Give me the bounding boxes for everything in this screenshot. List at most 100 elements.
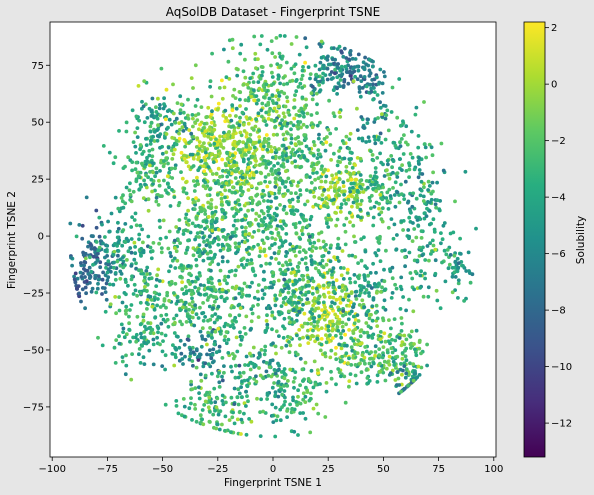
data-point	[303, 256, 308, 260]
data-point	[208, 262, 213, 266]
data-point	[354, 177, 359, 182]
data-point	[250, 267, 255, 272]
data-point	[356, 214, 360, 219]
data-point	[348, 372, 353, 376]
data-point	[337, 370, 342, 375]
data-point	[408, 334, 413, 339]
data-point	[275, 62, 280, 66]
data-point	[288, 242, 293, 247]
data-point	[359, 215, 363, 220]
data-point	[393, 282, 397, 287]
data-point	[333, 71, 337, 76]
data-point	[422, 142, 427, 147]
data-point	[139, 331, 143, 336]
data-point	[380, 91, 385, 95]
data-point	[144, 269, 149, 273]
data-point	[353, 280, 358, 285]
data-point	[168, 264, 173, 269]
data-point	[198, 352, 203, 357]
data-point	[142, 330, 147, 334]
data-point	[264, 82, 269, 87]
data-point	[416, 145, 421, 150]
data-point	[274, 94, 278, 99]
data-point	[413, 371, 418, 376]
data-point	[328, 333, 332, 338]
data-point	[373, 350, 378, 354]
data-point	[243, 232, 248, 237]
data-point	[416, 364, 421, 369]
data-point	[408, 271, 413, 275]
data-point	[227, 188, 232, 193]
data-point	[241, 83, 246, 87]
data-point	[251, 88, 256, 93]
data-point	[224, 75, 229, 80]
data-point	[175, 299, 180, 304]
data-point	[248, 138, 253, 142]
data-point	[89, 289, 94, 294]
data-point	[172, 331, 177, 335]
data-point	[203, 393, 208, 397]
data-point	[267, 112, 271, 117]
data-point	[284, 282, 288, 287]
data-point	[285, 81, 290, 86]
data-point	[291, 282, 296, 287]
data-point	[231, 142, 236, 147]
data-point	[273, 371, 278, 376]
data-point	[135, 314, 140, 319]
data-point	[387, 354, 392, 359]
data-point	[191, 164, 196, 168]
data-point	[375, 156, 380, 160]
data-point	[319, 326, 324, 330]
data-point	[380, 112, 384, 116]
data-point	[338, 115, 343, 119]
data-point	[91, 262, 95, 267]
data-point	[274, 297, 279, 301]
data-point	[385, 108, 390, 113]
data-point	[293, 370, 298, 374]
data-point	[130, 215, 135, 220]
data-point	[304, 45, 309, 50]
data-point	[339, 266, 343, 270]
data-point	[141, 240, 145, 245]
data-point	[117, 308, 122, 313]
data-point	[212, 141, 217, 146]
data-point	[150, 249, 155, 254]
data-point	[373, 353, 377, 358]
data-point	[324, 262, 329, 267]
data-point	[329, 348, 334, 353]
data-point	[399, 362, 403, 366]
data-point	[281, 207, 286, 212]
data-point	[400, 163, 404, 168]
data-point	[239, 169, 244, 174]
data-point	[224, 181, 229, 186]
data-point	[180, 280, 185, 284]
data-point	[273, 185, 278, 189]
data-point	[374, 189, 378, 194]
data-point	[354, 381, 359, 386]
data-point	[314, 72, 319, 77]
data-point	[126, 249, 131, 254]
data-point	[260, 296, 265, 301]
data-point	[231, 410, 236, 415]
data-point	[294, 208, 298, 213]
data-point	[300, 367, 305, 372]
data-point	[336, 62, 340, 66]
data-point	[254, 379, 259, 384]
data-point	[161, 339, 165, 343]
data-point	[179, 150, 184, 155]
data-point	[94, 240, 99, 244]
data-point	[339, 205, 343, 210]
data-point	[284, 343, 289, 348]
data-point	[298, 165, 302, 170]
data-point	[276, 77, 281, 81]
data-point	[324, 340, 329, 345]
data-point	[351, 314, 356, 319]
data-point	[193, 104, 198, 108]
data-point	[88, 281, 92, 285]
data-point	[285, 384, 290, 388]
data-point	[402, 387, 407, 391]
data-point	[369, 206, 373, 211]
data-point	[213, 181, 218, 186]
data-point	[310, 97, 315, 102]
data-point	[254, 186, 259, 191]
